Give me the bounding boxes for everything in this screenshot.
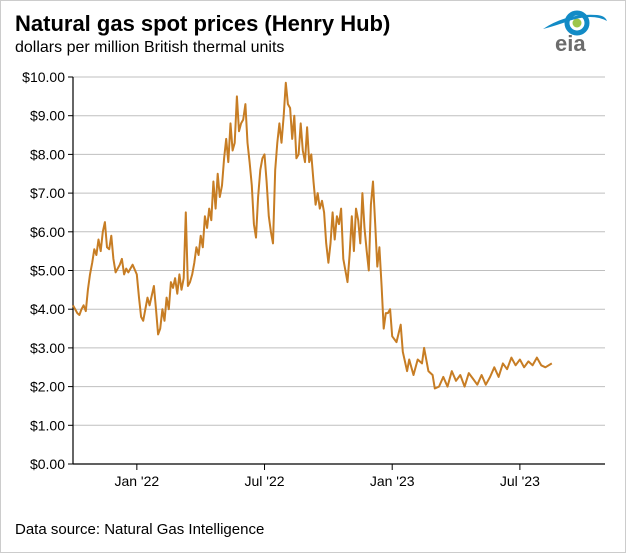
svg-text:$10.00: $10.00 (22, 71, 65, 85)
svg-text:eia: eia (555, 31, 586, 55)
svg-text:$2.00: $2.00 (30, 379, 65, 395)
svg-text:$1.00: $1.00 (30, 417, 65, 433)
data-source: Data source: Natural Gas Intelligence (15, 521, 264, 538)
svg-text:$5.00: $5.00 (30, 263, 65, 279)
svg-text:$6.00: $6.00 (30, 224, 65, 240)
chart-subtitle: dollars per million British thermal unit… (15, 39, 284, 57)
svg-text:$3.00: $3.00 (30, 340, 65, 356)
chart-title: Natural gas spot prices (Henry Hub) (15, 11, 390, 37)
eia-logo: eia (539, 9, 609, 55)
svg-text:Jul '23: Jul '23 (500, 473, 540, 489)
svg-text:Jul '22: Jul '22 (245, 473, 285, 489)
svg-text:$4.00: $4.00 (30, 301, 65, 317)
line-chart: $0.00 $1.00 $2.00 $3.00 $4.00 $5.00 $6.00 $7.00… (15, 71, 611, 494)
svg-text:$9.00: $9.00 (30, 108, 65, 124)
svg-text:Jan '23: Jan '23 (370, 473, 415, 489)
svg-text:Jan '22: Jan '22 (114, 473, 159, 489)
svg-text:$7.00: $7.00 (30, 185, 65, 201)
svg-text:$0.00: $0.00 (30, 456, 65, 472)
svg-text:$8.00: $8.00 (30, 146, 65, 162)
